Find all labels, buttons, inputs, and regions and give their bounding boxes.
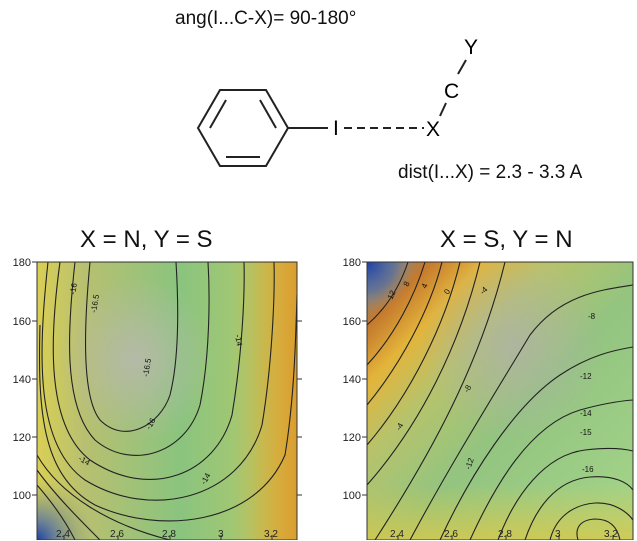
left-x-axis: 2.4 2.6 2.8 3 3.2 — [0, 529, 305, 541]
y-tick-label: 140 — [13, 374, 31, 386]
x-c-bond — [439, 102, 447, 117]
right-panel-title: X = S, Y = N — [440, 226, 573, 253]
atom-y: Y — [464, 36, 478, 59]
contour-label: -16.5 — [141, 357, 153, 377]
y-tick-label: 120 — [343, 432, 361, 444]
x-tick-label: 2.4 — [56, 529, 70, 540]
atom-c: C — [444, 80, 459, 103]
y-tick-label: 120 — [13, 432, 31, 444]
y-tick-label: 180 — [13, 257, 31, 269]
contour-label: 12 — [386, 288, 398, 300]
contour-label: 8 — [402, 280, 412, 288]
left-contour-lines — [36, 261, 298, 540]
atom-x: X — [426, 118, 440, 141]
x-tick-label: 3.2 — [604, 529, 618, 540]
contour-label: -12 — [580, 372, 592, 381]
contour-label: -4 — [394, 421, 406, 432]
y-tick-label: 160 — [13, 316, 31, 328]
atom-iodine: I — [333, 117, 339, 140]
c-y-bond — [457, 59, 467, 75]
x-tick-label: 3.2 — [264, 529, 278, 540]
contour-label: -14 — [580, 409, 592, 418]
benzene-ring-icon — [196, 89, 290, 167]
contour-label: -16 — [582, 465, 594, 474]
right-x-axis: 2.4 2.6 2.8 3 3.2 — [330, 529, 637, 541]
contour-label: -15 — [580, 428, 592, 437]
x-tick-label: 2.4 — [390, 529, 404, 540]
contour-label: -16.5 — [89, 293, 101, 313]
y-tick-label: 100 — [343, 490, 361, 502]
left-contour-plot: -16 -16.5 -16.5 -14 -16 -14 -14 180 160 … — [13, 257, 302, 540]
x-tick-label: 3 — [218, 529, 224, 540]
x-tick-label: 3 — [555, 529, 561, 540]
right-contour-plot: 12 8 4 0 -4 -8 -4 -8 -12 -12 -14 -15 -16… — [343, 257, 634, 540]
x-tick-label: 2.6 — [444, 529, 458, 540]
molecule-scheme: I X C Y — [196, 36, 478, 167]
contour-label: -14 — [233, 334, 244, 347]
contour-label: -12 — [463, 456, 476, 470]
x-tick-label: 2.8 — [498, 529, 512, 540]
contour-label: 4 — [420, 282, 430, 290]
contour-label: -8 — [462, 383, 474, 394]
right-contour-lines — [366, 261, 634, 540]
contour-label: -16 — [68, 282, 79, 295]
left-panel-title: X = N, Y = S — [80, 226, 213, 253]
y-tick-label: 180 — [343, 257, 361, 269]
y-tick-label: 160 — [343, 316, 361, 328]
x-tick-label: 2.8 — [162, 529, 176, 540]
x-tick-label: 2.6 — [110, 529, 124, 540]
contour-label: 0 — [442, 287, 452, 296]
y-tick-label: 140 — [343, 374, 361, 386]
distance-range-label: dist(I...X) = 2.3 - 3.3 A — [398, 162, 583, 183]
y-tick-label: 100 — [13, 490, 31, 502]
contour-label: -8 — [588, 312, 596, 321]
contour-label: -4 — [478, 285, 490, 297]
angle-range-label: ang(I...C-X)= 90-180° — [175, 8, 357, 29]
